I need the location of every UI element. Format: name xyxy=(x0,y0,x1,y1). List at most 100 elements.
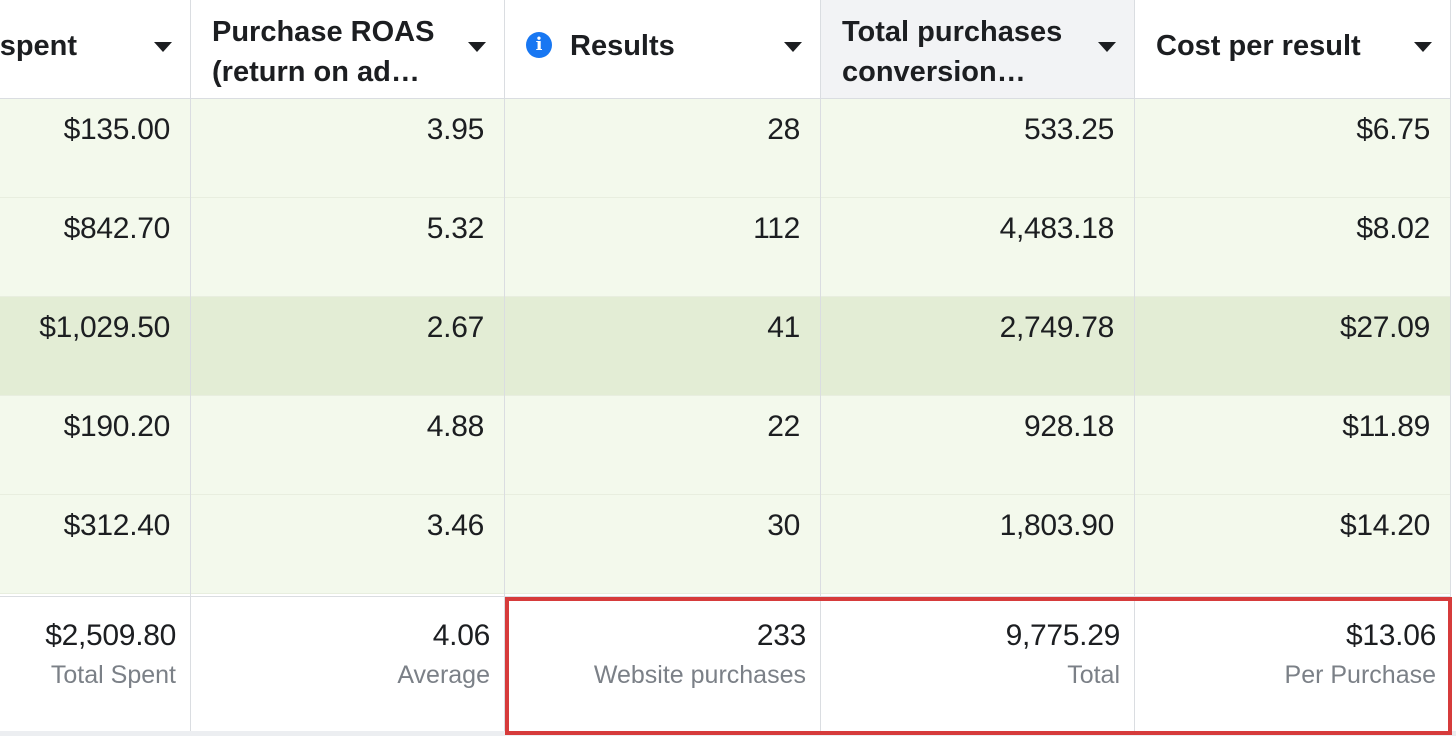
cell-value: $312.40 xyxy=(63,509,171,542)
header-label-line: Results xyxy=(570,30,675,62)
table-cell: 533.25 xyxy=(820,99,1134,198)
cell-value: 4,483.18 xyxy=(999,212,1115,245)
cell-value: 22 xyxy=(767,410,800,443)
cell-value: $8.02 xyxy=(1356,212,1430,245)
header-label-line: Purchase ROAS xyxy=(212,16,435,48)
column-results: i Results 28 112 41 22 30 233 Website pu… xyxy=(504,0,820,737)
table-cell: 928.18 xyxy=(820,396,1134,495)
total-label: Per Purchase xyxy=(1284,661,1436,689)
header-label-line: Total purchases xyxy=(842,16,1063,48)
total-value: 233 xyxy=(756,619,806,652)
cell-value: $14.20 xyxy=(1340,509,1430,542)
column-cost-per-result: Cost per result $6.75 $8.02 $27.09 $11.8… xyxy=(1134,0,1450,737)
cell-value: 3.95 xyxy=(426,113,485,146)
column-total-purchases-conversion: Total purchases conversion… 533.25 4,483… xyxy=(820,0,1134,737)
total-label: Total xyxy=(1067,661,1120,689)
cell-value: 2,749.78 xyxy=(999,311,1115,344)
table-cell: 1,803.90 xyxy=(820,495,1134,594)
column-divider[interactable] xyxy=(1134,0,1135,736)
table-cell: $312.40 xyxy=(0,495,190,594)
table-cell: 112 xyxy=(504,198,820,297)
cell-value: $190.20 xyxy=(63,410,171,443)
table-cell: $1,029.50 xyxy=(0,297,190,396)
sort-caret-icon[interactable] xyxy=(1098,42,1116,52)
total-cell: $13.06 Per Purchase xyxy=(1134,596,1450,737)
total-value: 4.06 xyxy=(432,619,491,652)
table-cell: 2,749.78 xyxy=(820,297,1134,396)
column-purchase-roas: Purchase ROAS (return on ad… 3.95 5.32 2… xyxy=(190,0,504,737)
total-cell: $2,509.80 Total Spent xyxy=(0,596,190,737)
total-label: Average xyxy=(397,661,490,689)
header-label-line: conversion… xyxy=(842,56,1026,88)
table-cell: 4.88 xyxy=(190,396,504,495)
annotation-highlight-box xyxy=(505,597,1452,735)
total-cell: 233 Website purchases xyxy=(504,596,820,737)
table-cell: 3.46 xyxy=(190,495,504,594)
column-divider[interactable] xyxy=(1450,0,1451,736)
header-results[interactable]: i Results xyxy=(504,0,820,99)
cell-value: $135.00 xyxy=(63,113,171,146)
cell-value: 928.18 xyxy=(1024,410,1114,443)
header-label-line: t spent xyxy=(0,30,78,62)
cell-value: $27.09 xyxy=(1340,311,1430,344)
table-cell: $6.75 xyxy=(1134,99,1450,198)
table-cell: 4,483.18 xyxy=(820,198,1134,297)
total-cell: 9,775.29 Total xyxy=(820,596,1134,737)
header-label: Cost per result xyxy=(1156,26,1390,66)
table-cell: 3.95 xyxy=(190,99,504,198)
header-total-purchases-conversion[interactable]: Total purchases conversion… xyxy=(820,0,1134,99)
cell-value: 533.25 xyxy=(1024,113,1114,146)
cell-value: 41 xyxy=(767,311,800,344)
cell-value: 3.46 xyxy=(426,509,485,542)
sort-caret-icon[interactable] xyxy=(1414,42,1432,52)
total-value: $2,509.80 xyxy=(45,619,176,652)
table-cell: $190.20 xyxy=(0,396,190,495)
cell-value: $6.75 xyxy=(1356,113,1430,146)
table-cell: 22 xyxy=(504,396,820,495)
table-cell: $135.00 xyxy=(0,99,190,198)
cell-value: 30 xyxy=(767,509,800,542)
cell-value: 4.88 xyxy=(426,410,485,443)
header-label-line: Cost per result xyxy=(1156,30,1361,62)
cell-value: 112 xyxy=(753,212,800,245)
table-cell: $11.89 xyxy=(1134,396,1450,495)
column-divider[interactable] xyxy=(820,0,821,736)
table-cell: $14.20 xyxy=(1134,495,1450,594)
table-cell: 5.32 xyxy=(190,198,504,297)
header-label: Purchase ROAS (return on ad… xyxy=(212,12,444,92)
cell-value: 1,803.90 xyxy=(999,509,1115,542)
header-label: t spent xyxy=(0,26,130,66)
table-cell: 30 xyxy=(504,495,820,594)
cell-value: $1,029.50 xyxy=(39,311,170,344)
table-cell: $8.02 xyxy=(1134,198,1450,297)
table-cell: $842.70 xyxy=(0,198,190,297)
sort-caret-icon[interactable] xyxy=(154,42,172,52)
header-cost-per-result[interactable]: Cost per result xyxy=(1134,0,1450,99)
sort-caret-icon[interactable] xyxy=(784,42,802,52)
info-icon[interactable]: i xyxy=(526,32,552,58)
cell-value: 2.67 xyxy=(426,311,485,344)
cell-value: $842.70 xyxy=(63,212,171,245)
cell-value: 28 xyxy=(767,113,800,146)
total-value: $13.06 xyxy=(1346,619,1436,652)
cell-value: $11.89 xyxy=(1342,410,1430,443)
sort-caret-icon[interactable] xyxy=(468,42,486,52)
table-cell: 41 xyxy=(504,297,820,396)
total-cell: 4.06 Average xyxy=(190,596,504,737)
table-cell: $27.09 xyxy=(1134,297,1450,396)
cell-value: 5.32 xyxy=(426,212,485,245)
header-label: Results xyxy=(570,26,760,66)
header-purchase-roas[interactable]: Purchase ROAS (return on ad… xyxy=(190,0,504,99)
table-cell: 2.67 xyxy=(190,297,504,396)
column-amount-spent: t spent $135.00 $842.70 $1,029.50 $190.2… xyxy=(0,0,190,737)
header-label: Total purchases conversion… xyxy=(842,12,1074,92)
total-value: 9,775.29 xyxy=(1005,619,1121,652)
header-amount-spent[interactable]: t spent xyxy=(0,0,190,99)
column-divider[interactable] xyxy=(504,0,505,736)
header-label-line: (return on ad… xyxy=(212,56,420,88)
column-divider[interactable] xyxy=(190,0,191,736)
table-cell: 28 xyxy=(504,99,820,198)
total-label: Total Spent xyxy=(50,661,176,689)
total-label: Website purchases xyxy=(593,661,806,689)
